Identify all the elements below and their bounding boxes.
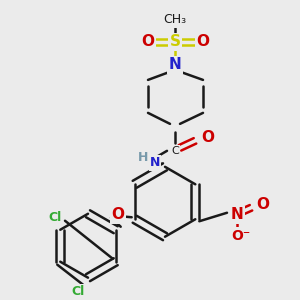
Text: O: O xyxy=(202,130,214,145)
Text: O: O xyxy=(256,197,269,212)
Text: O⁻: O⁻ xyxy=(231,229,250,243)
Text: N: N xyxy=(169,57,182,72)
Text: O: O xyxy=(112,207,124,222)
Text: S: S xyxy=(169,34,181,50)
Text: O: O xyxy=(196,34,209,50)
Text: Cl: Cl xyxy=(71,285,85,298)
Text: Cl: Cl xyxy=(48,211,62,224)
Text: H: H xyxy=(138,151,148,164)
Text: N: N xyxy=(150,156,160,169)
Text: N: N xyxy=(231,207,243,222)
Text: CH₃: CH₃ xyxy=(164,14,187,26)
Text: C: C xyxy=(171,146,179,156)
Text: O: O xyxy=(142,34,154,50)
